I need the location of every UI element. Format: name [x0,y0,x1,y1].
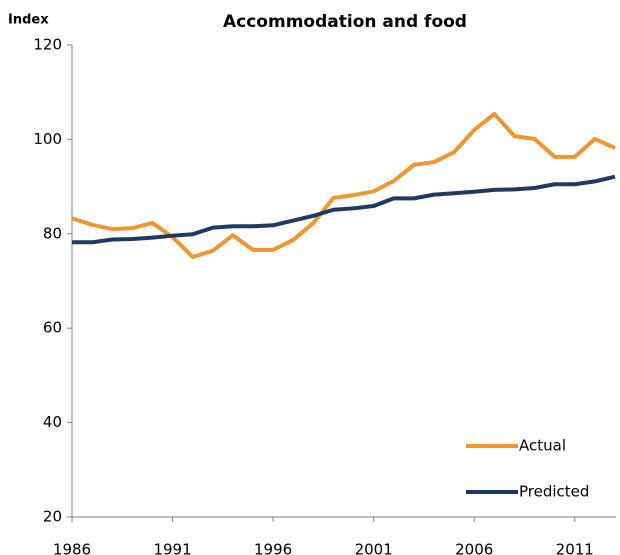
y-tick-label: 120 [33,36,62,54]
x-tick-label: 2011 [556,541,594,555]
x-tick-label: 1996 [254,541,292,555]
x-tick-label: 1991 [153,541,191,555]
y-tick-label: 20 [43,508,62,526]
legend-label: Predicted [519,483,589,501]
y-axis-label: Index [8,13,49,28]
series-line [72,174,616,245]
x-tick-label: 2001 [355,541,393,555]
y-tick-label: 100 [33,130,62,148]
x-tick-label: 2006 [455,541,493,555]
x-tick-label: 1986 [53,541,91,555]
y-tick-label: 60 [43,319,62,337]
y-tick-label: 40 [43,413,62,431]
chart-title: Accommodation and food [223,12,467,32]
y-tick-label: 80 [43,224,62,242]
legend-label: Actual [519,437,566,455]
series-line [71,111,616,259]
